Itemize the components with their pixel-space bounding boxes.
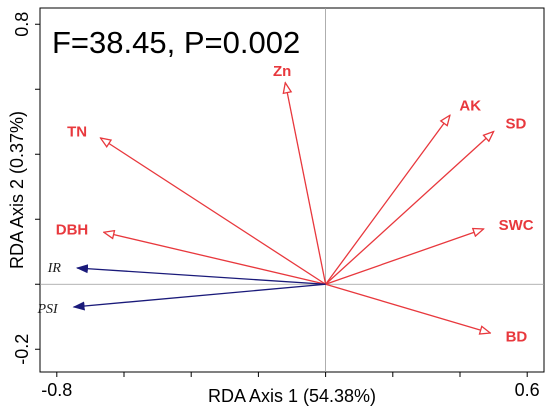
stat-annotation: F=38.45, P=0.002 — [52, 25, 300, 60]
species-vector-psi — [72, 283, 326, 311]
env-vector-bd — [325, 283, 491, 333]
env-vector-zn — [285, 83, 327, 285]
y-axis-label: RDA Axis 2 (0.37%) — [7, 111, 27, 269]
env-label-dbh: DBH — [56, 222, 89, 239]
species-label-psi: PSI — [36, 302, 59, 317]
env-label-zn: Zn — [273, 63, 291, 80]
env-vector-sd — [325, 132, 494, 285]
env-label-ak: AK — [459, 98, 481, 115]
plot-frame — [39, 7, 545, 373]
y-tick-label: -0.2 — [12, 334, 32, 365]
x-tick-label: -0.8 — [41, 380, 72, 400]
x-axis-label: RDA Axis 1 (54.38%) — [208, 386, 376, 406]
env-label-bd: BD — [506, 328, 528, 345]
env-vector-dbh — [104, 232, 326, 285]
env-vector-ak — [325, 115, 450, 285]
species-vector-ir — [75, 264, 326, 285]
y-tick-label: 0.8 — [12, 12, 32, 37]
env-label-sd: SD — [505, 115, 526, 132]
env-label-tn: TN — [67, 123, 87, 140]
env-vector-tn — [100, 138, 326, 285]
axis-ticks: -0.8 0.6 -0.2 0.8 — [12, 12, 540, 400]
env-label-swc: SWC — [499, 217, 534, 234]
vector-labels: Zn TN AK SD DBH SWC BD IR PSI — [36, 63, 533, 345]
species-label-ir: IR — [47, 261, 62, 276]
env-vector-swc — [325, 229, 484, 285]
zero-lines — [40, 8, 544, 372]
vectors — [72, 83, 494, 333]
x-tick-label: 0.6 — [515, 380, 540, 400]
